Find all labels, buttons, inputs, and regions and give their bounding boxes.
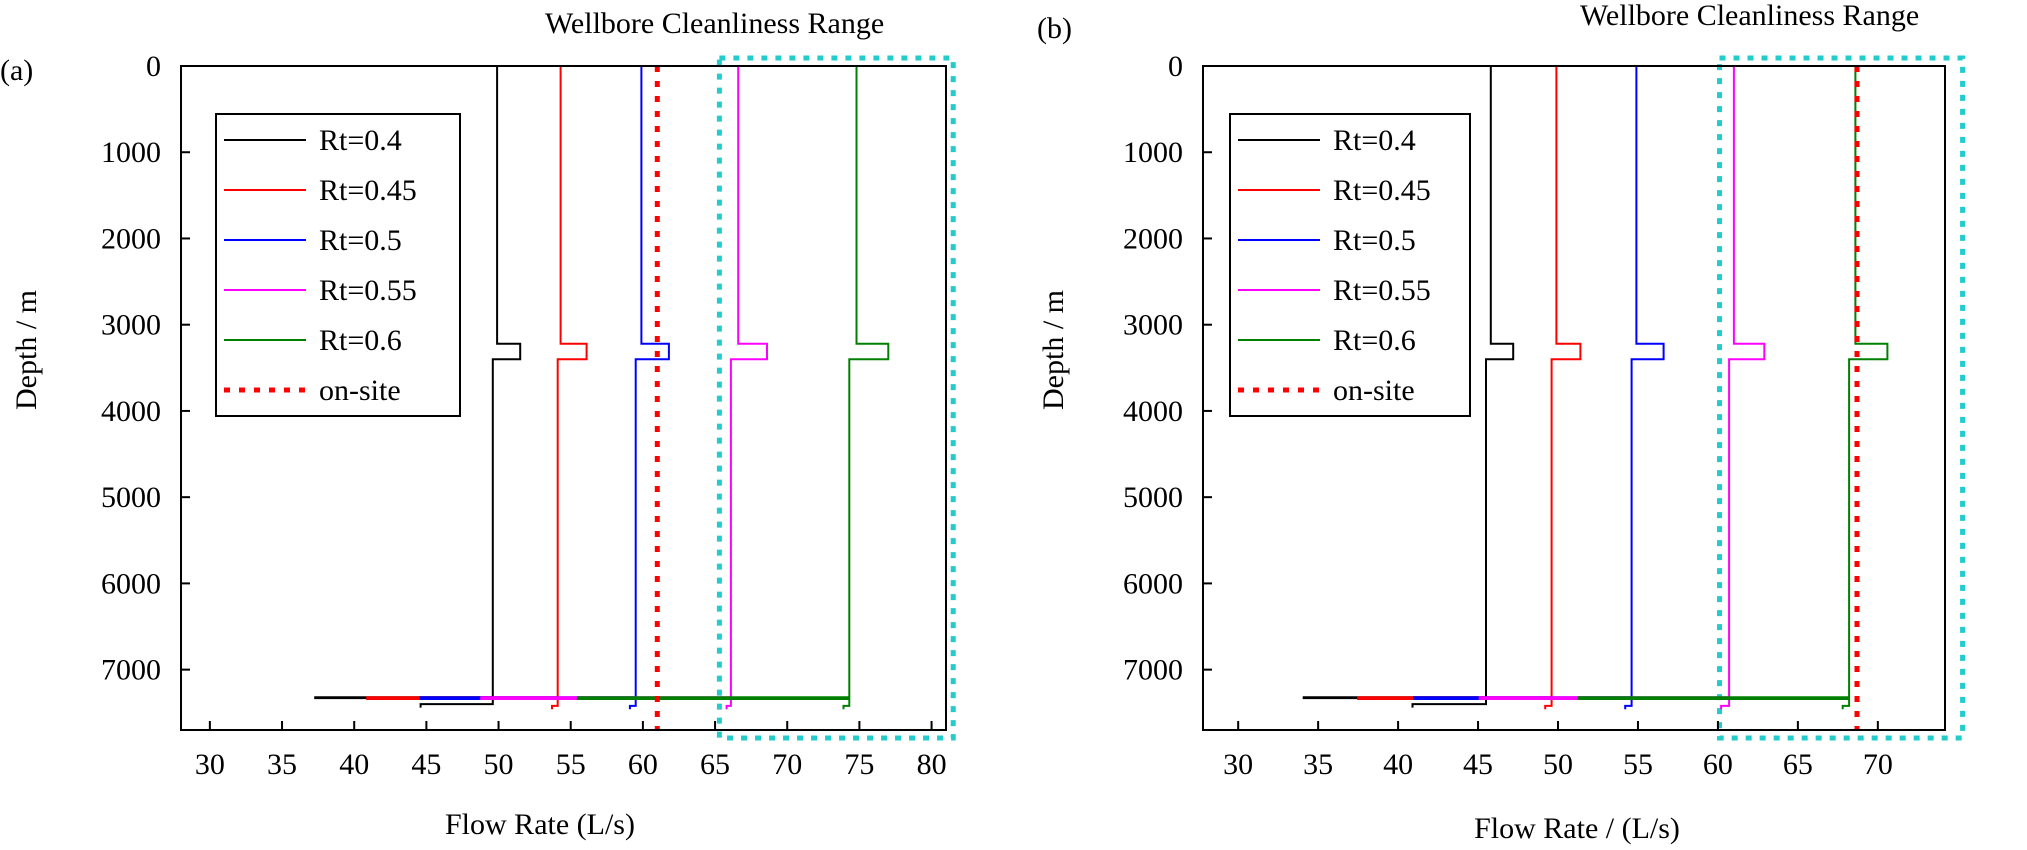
x-tick-label: 60 <box>1703 748 1733 781</box>
cleanliness-range-box <box>716 55 956 741</box>
x-tick-label: 30 <box>1223 748 1253 781</box>
legend-label: on-site <box>1333 374 1415 407</box>
legend-box <box>1229 113 1471 417</box>
x-tick-label: 65 <box>1783 748 1813 781</box>
legend-label: Rt=0.4 <box>1333 124 1416 157</box>
legend-label: Rt=0.6 <box>1333 324 1416 357</box>
y-tick-label: 1000 <box>101 136 161 169</box>
cleanliness-range-box <box>1717 55 1966 741</box>
x-tick-label: 40 <box>1383 748 1413 781</box>
legend-label: Rt=0.5 <box>319 224 402 257</box>
series-line-rt-0-6 <box>1577 66 1889 710</box>
panel-b: (b) Wellbore Cleanliness Range 30 35 40 45 5… <box>1037 0 1966 845</box>
y-tick-label: 5000 <box>101 481 161 514</box>
y-tick-label: 4000 <box>101 395 161 428</box>
legend-box <box>215 113 461 417</box>
x-tick-label: 55 <box>556 748 586 781</box>
x-tick-label: 70 <box>1863 748 1893 781</box>
highlight-box-group <box>1717 55 1966 741</box>
x-tick-label: 30 <box>195 748 225 781</box>
y-tick-label: 6000 <box>1123 567 1183 600</box>
legend-label: on-site <box>319 374 401 407</box>
y-tick-label: 1000 <box>1123 136 1183 169</box>
x-ticks: 30 35 40 45 50 55 60 65 70 <box>1223 721 1893 781</box>
plot-area <box>314 66 890 730</box>
y-ticks: 0 1000 2000 3000 4000 5000 6000 7000 <box>101 50 190 687</box>
y-tick-label: 3000 <box>1123 309 1183 342</box>
y-tick-label: 0 <box>146 50 161 83</box>
x-tick-label: 75 <box>844 748 874 781</box>
y-tick-label: 6000 <box>101 567 161 600</box>
legend-label: Rt=0.55 <box>319 274 417 307</box>
highlight-box-group <box>716 55 956 741</box>
series-line-rt-0-55 <box>480 66 768 710</box>
y-tick-label: 5000 <box>1123 481 1183 514</box>
legend-label: Rt=0.6 <box>319 324 402 357</box>
y-ticks: 0 1000 2000 3000 4000 5000 6000 7000 <box>1123 50 1212 687</box>
y-tick-label: 2000 <box>101 222 161 255</box>
y-tick-label: 0 <box>1168 50 1183 83</box>
x-tick-label: 45 <box>1463 748 1493 781</box>
x-tick-label: 50 <box>1543 748 1573 781</box>
x-tick-label: 50 <box>484 748 514 781</box>
legend: Rt=0.4 Rt=0.45 Rt=0.5 Rt=0.55 Rt=0.6 on-site <box>215 113 461 417</box>
x-ticks: 30 35 40 45 50 55 60 65 70 75 80 <box>195 721 947 781</box>
x-tick-label: 40 <box>339 748 369 781</box>
series-line-rt-0-6 <box>576 66 890 710</box>
y-axis-label: Depth / m <box>1037 290 1070 410</box>
panel-label: (b) <box>1037 12 1072 45</box>
legend-label: Rt=0.55 <box>1333 274 1431 307</box>
x-tick-label: 55 <box>1623 748 1653 781</box>
plot-area <box>1302 66 1889 730</box>
x-tick-label: 60 <box>628 748 658 781</box>
x-tick-label: 80 <box>917 748 947 781</box>
x-axis-label: Flow Rate (L/s) <box>445 808 635 841</box>
x-tick-label: 65 <box>700 748 730 781</box>
y-tick-label: 2000 <box>1123 222 1183 255</box>
y-tick-label: 7000 <box>101 654 161 687</box>
y-axis-label: Depth / m <box>10 290 43 410</box>
x-tick-label: 70 <box>772 748 802 781</box>
legend-label: Rt=0.4 <box>319 124 402 157</box>
legend-label: Rt=0.45 <box>319 174 417 207</box>
x-axis-label: Flow Rate / (L/s) <box>1474 812 1680 845</box>
y-tick-label: 3000 <box>101 309 161 342</box>
axes-frame <box>1202 65 1946 731</box>
y-tick-label: 7000 <box>1123 654 1183 687</box>
highlight-label: Wellbore Cleanliness Range <box>545 7 884 40</box>
legend-label: Rt=0.5 <box>1333 224 1416 257</box>
axes-frame <box>180 65 947 731</box>
x-tick-label: 45 <box>411 748 441 781</box>
legend: Rt=0.4 Rt=0.45 Rt=0.5 Rt=0.55 Rt=0.6 on-site <box>1229 113 1471 417</box>
highlight-label: Wellbore Cleanliness Range <box>1580 0 1919 32</box>
panel-a: (a) Wellbore Cleanliness Range 30 35 40 45 5… <box>0 7 956 841</box>
panel-label: (a) <box>0 54 33 87</box>
x-tick-label: 35 <box>1303 748 1333 781</box>
legend-label: Rt=0.45 <box>1333 174 1431 207</box>
x-tick-label: 35 <box>267 748 297 781</box>
y-tick-label: 4000 <box>1123 395 1183 428</box>
